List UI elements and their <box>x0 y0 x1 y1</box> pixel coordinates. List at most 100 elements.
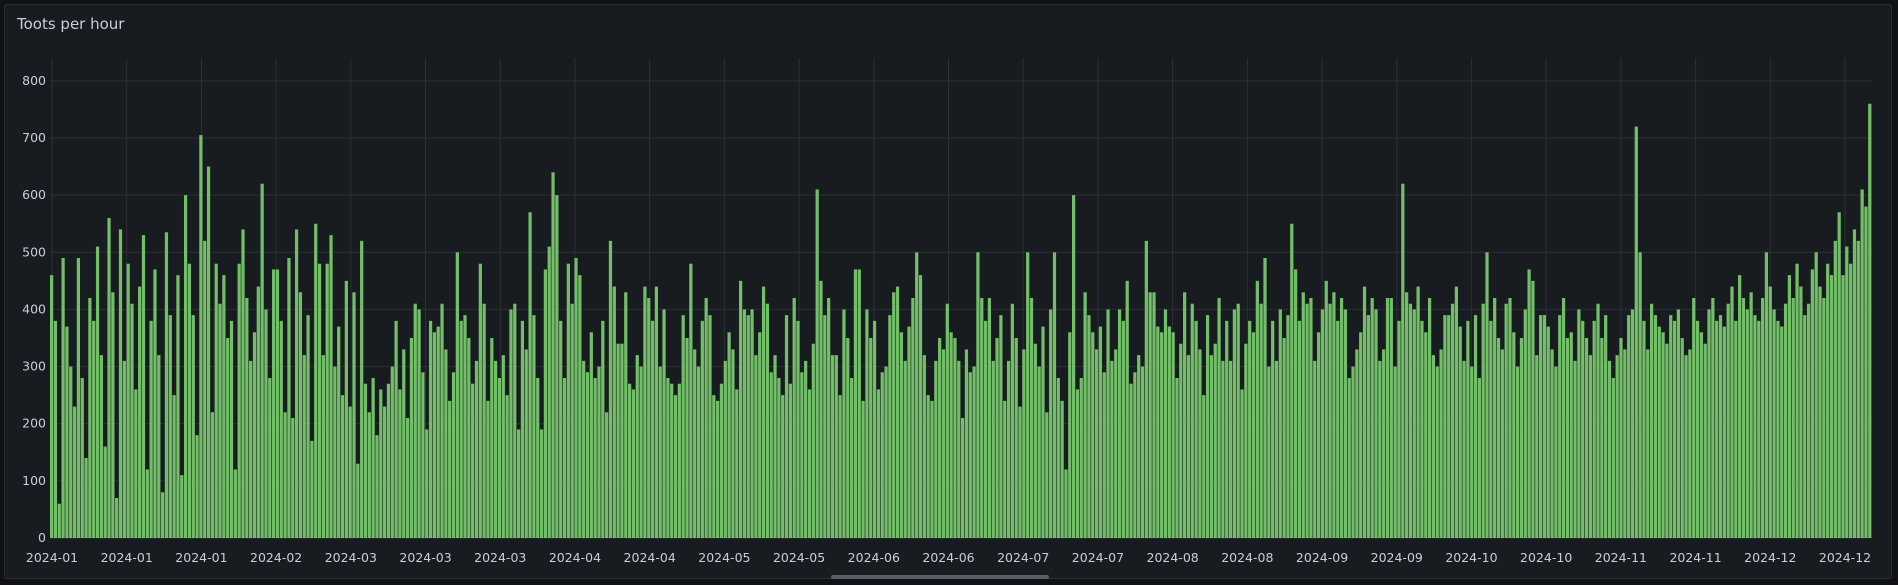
bar <box>428 320 433 538</box>
bar <box>643 286 647 538</box>
bar <box>1680 338 1684 538</box>
bar <box>1726 303 1730 538</box>
bar <box>451 372 456 538</box>
bar <box>344 280 348 538</box>
bar <box>1228 360 1233 538</box>
bar <box>1523 309 1527 538</box>
bar <box>1715 320 1719 538</box>
bar <box>1829 275 1834 538</box>
bar <box>1738 275 1742 538</box>
bar <box>1554 366 1558 538</box>
bar <box>1447 315 1451 538</box>
bar <box>800 372 804 538</box>
panel-title: Toots per hour <box>17 15 125 33</box>
bar <box>1646 349 1650 538</box>
bar <box>1584 338 1589 538</box>
bar <box>1454 286 1459 538</box>
bar <box>1366 315 1370 538</box>
bar <box>938 338 942 538</box>
bar <box>532 315 536 538</box>
bar <box>1665 343 1669 538</box>
bar <box>865 309 869 538</box>
bar <box>153 269 157 538</box>
bar <box>199 135 203 538</box>
x-tick-label: 2024-04 <box>549 550 601 565</box>
horizontal-scrollbar[interactable] <box>831 575 1049 579</box>
bar <box>1171 332 1175 538</box>
bar <box>99 355 103 538</box>
bar <box>593 378 597 538</box>
bar <box>72 406 77 538</box>
bar <box>340 395 345 538</box>
bar <box>283 412 287 538</box>
bar <box>673 395 678 538</box>
bar <box>1328 303 1332 538</box>
bar <box>735 389 739 538</box>
x-tick-label: 2024-06 <box>922 550 974 565</box>
bar <box>210 412 214 538</box>
bar <box>1657 326 1661 538</box>
bar <box>1052 252 1057 539</box>
bar <box>490 338 494 538</box>
x-tick-label: 2024-06 <box>848 550 900 565</box>
bar <box>1175 378 1179 538</box>
bar <box>260 183 264 538</box>
bar <box>1806 303 1811 538</box>
bar <box>850 378 854 538</box>
bar <box>1764 252 1769 539</box>
bar <box>624 292 628 538</box>
bar <box>980 298 984 538</box>
bar <box>360 240 364 539</box>
bar <box>1217 298 1221 538</box>
bar <box>1864 206 1868 538</box>
bar <box>964 349 969 538</box>
bar <box>796 320 800 538</box>
bar <box>539 429 544 538</box>
y-tick-label: 100 <box>22 473 46 488</box>
bar <box>1316 332 1321 538</box>
bar <box>1091 332 1095 538</box>
bar <box>1194 320 1198 538</box>
bar <box>1504 303 1508 538</box>
bar <box>746 315 750 538</box>
bar <box>995 338 999 538</box>
bar <box>1757 320 1761 538</box>
bar <box>1550 349 1554 538</box>
y-tick-label: 200 <box>22 416 46 431</box>
bar <box>930 400 934 538</box>
x-tick-label: 2024-10 <box>1445 550 1497 565</box>
bar <box>1393 366 1397 538</box>
bar <box>570 303 574 538</box>
bar <box>1856 240 1860 539</box>
bar <box>1718 315 1723 538</box>
bar <box>103 446 107 538</box>
bar <box>1347 378 1351 538</box>
bar <box>1588 355 1592 538</box>
bar <box>1324 280 1328 538</box>
bar <box>1301 292 1305 538</box>
bar-series <box>50 103 1872 539</box>
bar <box>1359 332 1363 538</box>
bar <box>1749 292 1753 538</box>
bar <box>1493 298 1497 538</box>
bar <box>329 235 333 538</box>
bar <box>647 298 651 538</box>
bar <box>712 395 716 538</box>
bar <box>761 286 766 538</box>
x-tick-label: 2024-12 <box>1744 550 1796 565</box>
bar <box>827 298 831 538</box>
bar <box>272 269 276 538</box>
bar <box>1140 366 1145 538</box>
bar <box>161 492 165 538</box>
bar <box>1745 309 1749 538</box>
bar <box>1630 309 1635 538</box>
bar <box>122 360 126 538</box>
bar <box>857 269 861 538</box>
bar <box>830 355 835 538</box>
bar <box>1282 338 1286 538</box>
bar <box>363 383 368 538</box>
bar <box>1045 412 1049 538</box>
bar <box>1600 338 1604 538</box>
bar <box>555 195 559 538</box>
